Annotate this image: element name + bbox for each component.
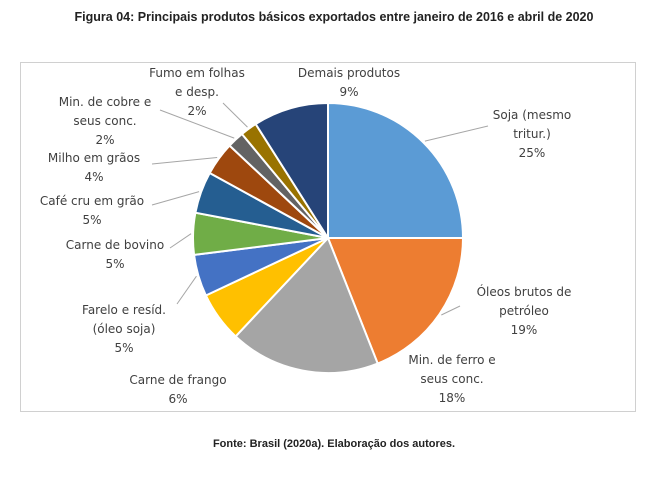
- pie-slice: [326, 237, 465, 365]
- slice-label: Farelo e resíd. (óleo soja) 5%: [82, 303, 166, 355]
- slice-label: Café cru em grão 5%: [40, 194, 144, 227]
- slice-label: Soja (mesmo tritur.) 25%: [493, 108, 572, 160]
- chart-frame: [20, 62, 636, 412]
- pie-slice: [254, 101, 329, 242]
- slice-label: Milho em grãos 4%: [48, 151, 140, 184]
- leader-line: [151, 191, 200, 206]
- slice-label: Demais produtos 9%: [298, 66, 400, 99]
- slice-label: Carne de bovino 5%: [66, 238, 164, 271]
- leader-line: [441, 305, 461, 316]
- slice-label: Min. de cobre e seus conc. 2%: [59, 95, 152, 147]
- leader-line: [169, 233, 192, 249]
- slice-label: Óleos brutos de petróleo 19%: [477, 284, 572, 337]
- slice-label: Fumo em folhas e desp. 2%: [149, 66, 245, 118]
- leader-line: [222, 102, 248, 128]
- leader-line: [176, 275, 197, 305]
- slice-label: Min. de ferro e seus conc. 18%: [408, 353, 495, 405]
- pie-slice: [327, 101, 465, 239]
- slice-label: Carne de frango 6%: [129, 373, 226, 406]
- figure-source: Fonte: Brasil (2020a). Elaboração dos au…: [212, 438, 456, 450]
- leader-line: [151, 156, 218, 165]
- pie-slice: [234, 236, 379, 374]
- figure-title: Figura 04: Principais produtos básicos e…: [74, 10, 594, 24]
- leader-line: [424, 125, 489, 142]
- leader-line: [159, 109, 235, 139]
